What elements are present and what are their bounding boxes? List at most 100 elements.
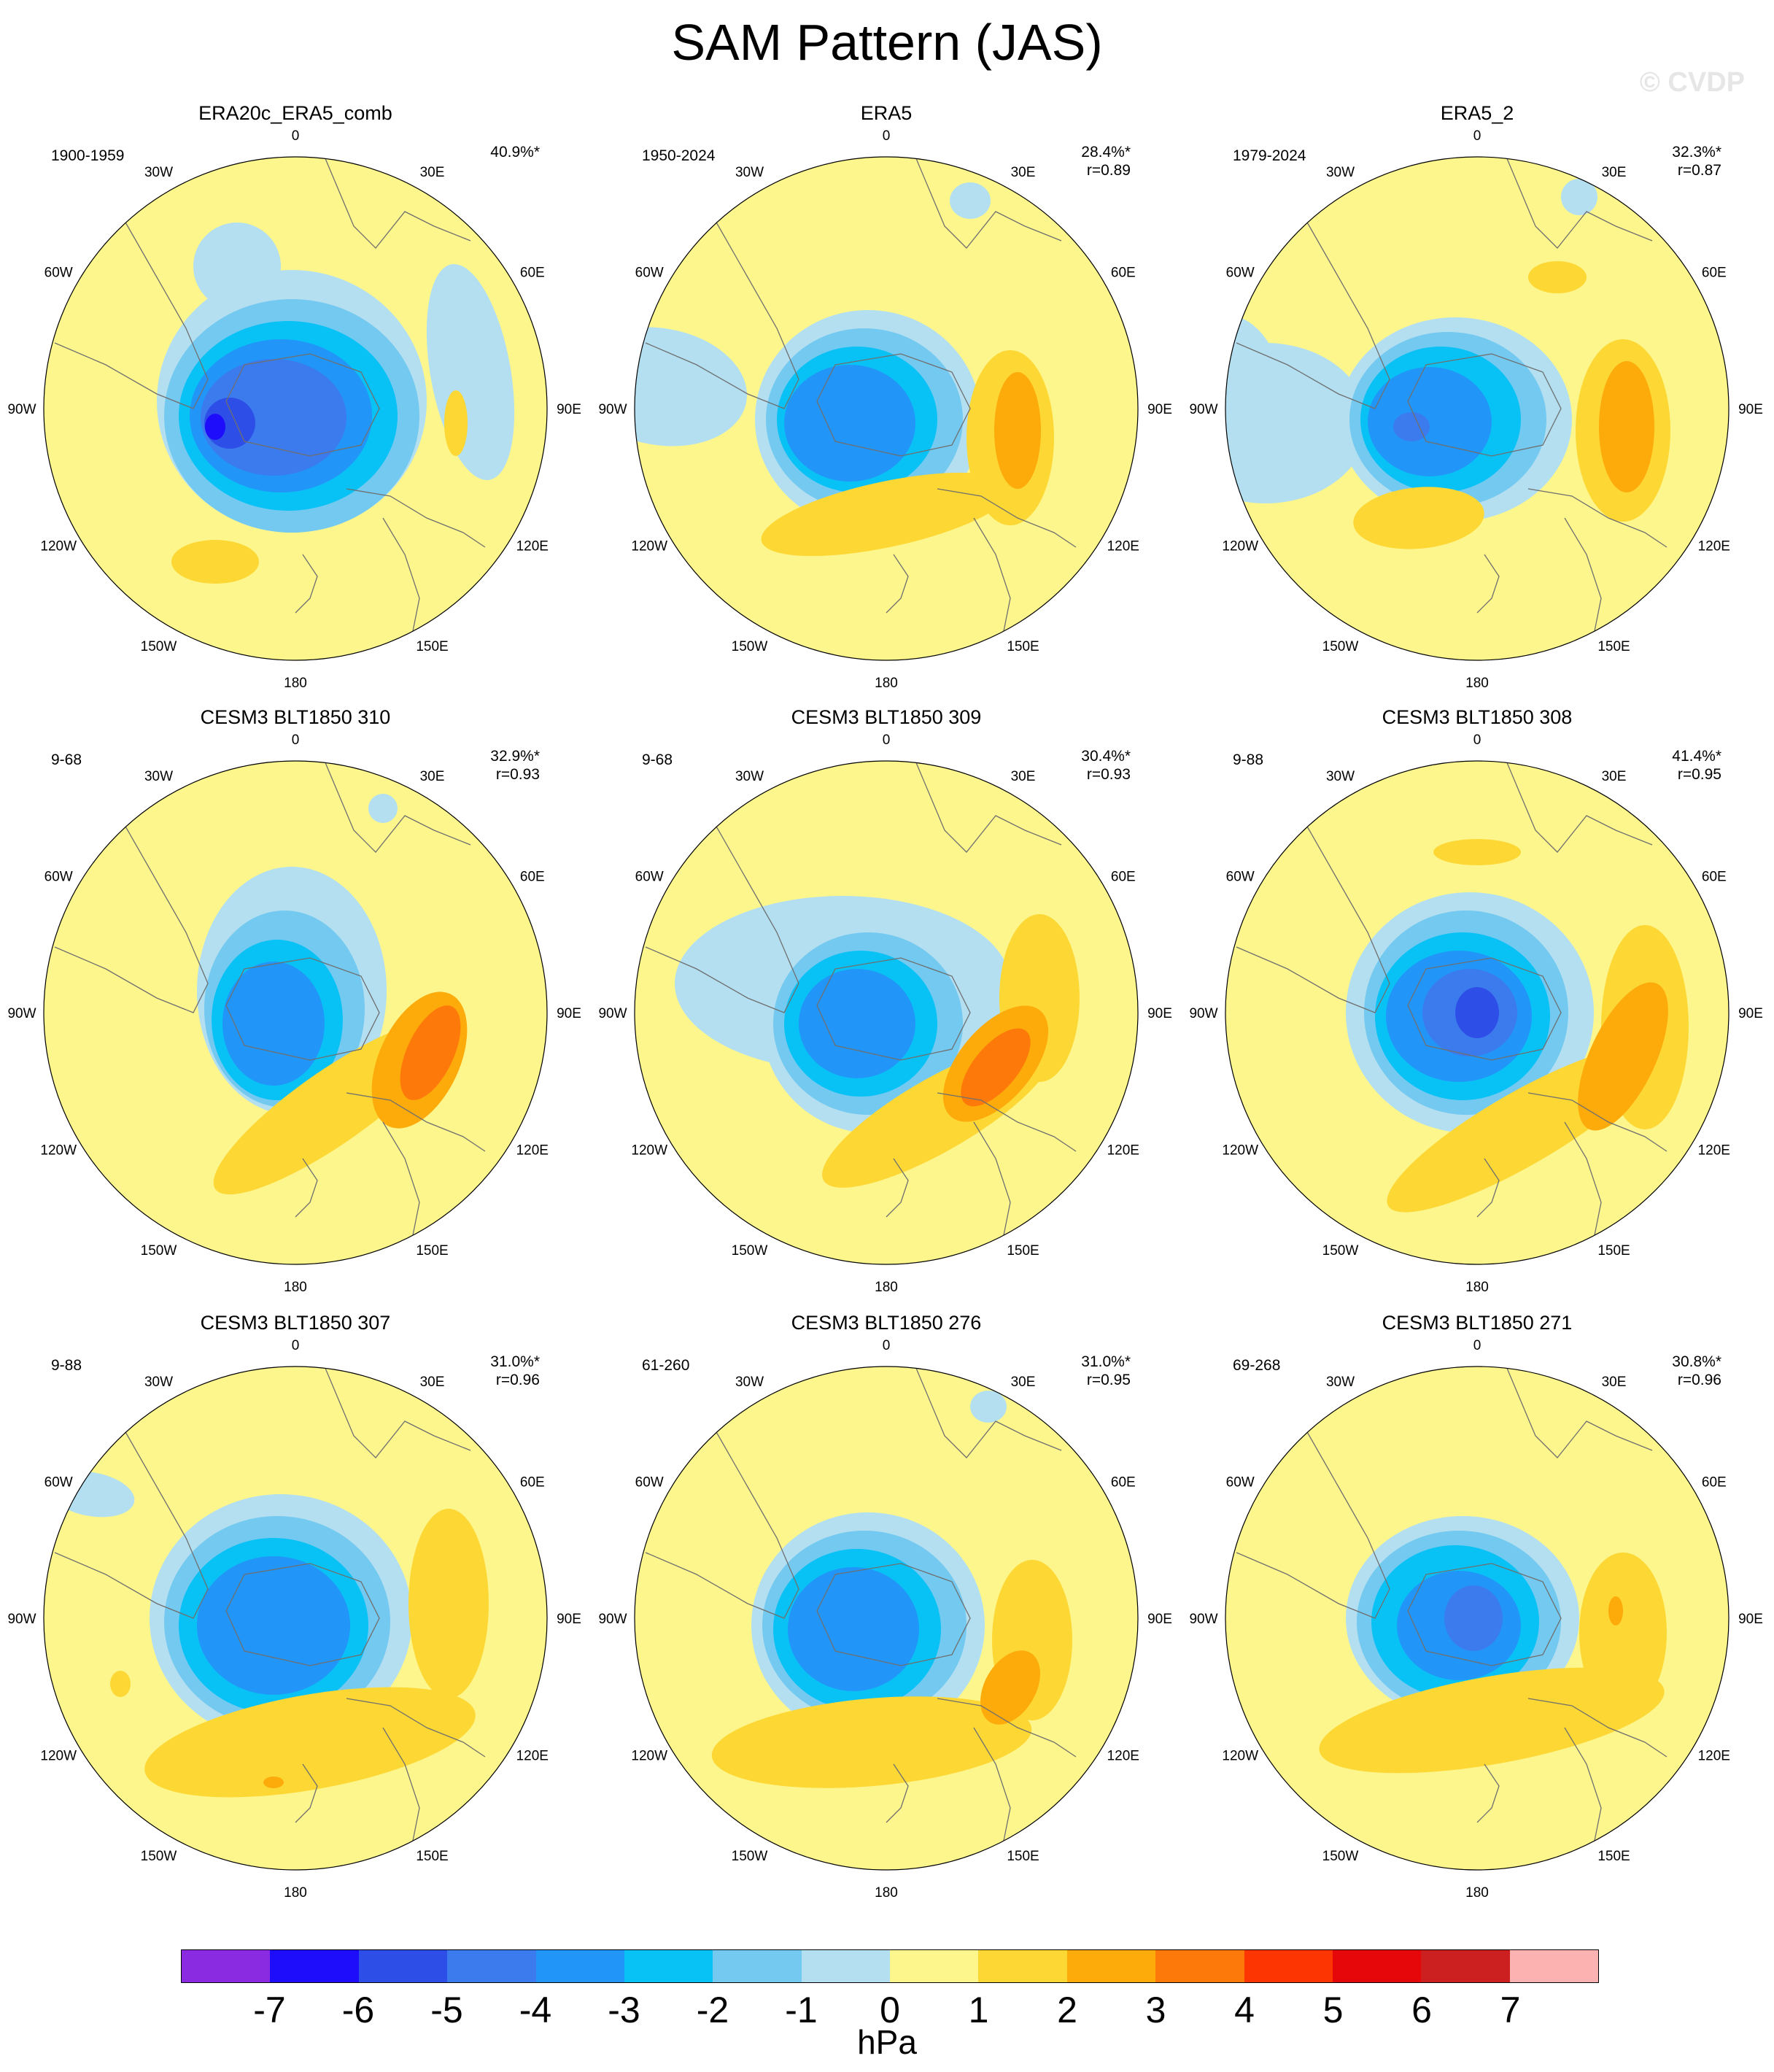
longitude-label: 60E [520, 870, 545, 885]
coastline [645, 189, 799, 409]
longitude-label: 120W [1222, 539, 1258, 554]
coastline [1407, 1563, 1562, 1666]
panel-title: CESM3 BLT1850 310 [200, 706, 391, 728]
coastline [346, 488, 486, 548]
longitude-label: 30W [735, 769, 764, 784]
longitude-label: 150E [416, 639, 448, 654]
coastline [1564, 517, 1602, 635]
colorbar-segment [801, 1950, 890, 1982]
longitude-label: 120E [1107, 1143, 1139, 1159]
coastline [1506, 1366, 1653, 1458]
longitude-label: 60W [1226, 1475, 1255, 1491]
colorbar-tick-label: 7 [1500, 1990, 1521, 2030]
contour-fill [110, 1671, 131, 1697]
longitude-label: 60E [520, 266, 545, 281]
map-panel: ERA20c_ERA5_comb 1900-1959 40.9%* 0 30E 60E 90… [0, 102, 591, 708]
polar-stereographic-map: 0 30E 60E 90E 120E 150E 180 150W 120W 90W 60W 30W [598, 732, 1171, 1295]
contour-fill [1579, 1553, 1667, 1713]
longitude-label: 120W [40, 1143, 77, 1159]
coastline [1564, 1727, 1602, 1845]
contour-fill [994, 372, 1041, 489]
longitude-label: 120E [1107, 539, 1139, 554]
contour-fill [635, 327, 747, 447]
longitude-label: 0 [1473, 1338, 1481, 1353]
coastline [382, 517, 420, 635]
colorbar-segment [1332, 1950, 1422, 1982]
contour-fill [711, 1696, 1032, 1788]
longitude-label: 0 [1473, 732, 1481, 748]
coastline [816, 353, 971, 457]
longitude-label: 30E [1011, 769, 1036, 784]
coastline [1527, 1698, 1668, 1758]
panel-title: CESM3 BLT1850 309 [791, 706, 982, 728]
coastline [225, 353, 380, 457]
longitude-label: 180 [1465, 676, 1489, 691]
map-border [43, 1366, 548, 1871]
longitude-label: 120E [516, 539, 549, 554]
longitude-label: 60W [635, 870, 664, 885]
longitude-label: 150W [1322, 1243, 1359, 1259]
coastline [1407, 353, 1562, 457]
colorbar-segment [890, 1950, 979, 1982]
coastline [382, 1121, 420, 1240]
polar-stereographic-map: 0 30E 60E 90E 120E 150E 180 150W 120W 90W 60W 30W [598, 128, 1171, 691]
coastline [54, 1399, 209, 1619]
map-border [634, 156, 1139, 661]
variance-percent: 31.0%* [1081, 1353, 1131, 1370]
contour-fill [1599, 361, 1654, 492]
longitude-label: 60W [44, 870, 73, 885]
longitude-label: 90E [1738, 1612, 1763, 1627]
colorbar-tick-label: 3 [1145, 1990, 1166, 2030]
longitude-label: 30E [420, 769, 445, 784]
longitude-label: 60E [520, 1475, 545, 1491]
panel-explained-variance: 30.4%* r=0.93 [1081, 747, 1131, 784]
colorbar-tick-label: -7 [253, 1990, 286, 2030]
variance-percent: 30.4%* [1081, 748, 1131, 765]
longitude-label: 60W [1226, 266, 1255, 281]
longitude-label: 150W [141, 1849, 177, 1864]
colorbar-units: hPa [857, 2023, 917, 2061]
longitude-label: 90W [598, 402, 627, 417]
variance-percent: 31.0%* [490, 1353, 540, 1370]
contour-fill [368, 794, 398, 823]
longitude-label: 90W [7, 402, 36, 417]
contour-fill [400, 1005, 461, 1100]
coastline [1476, 554, 1500, 614]
coastline [1527, 1092, 1668, 1152]
contour-fill [970, 1391, 1007, 1423]
colorbar-segment [624, 1950, 713, 1982]
polar-stereographic-map: 0 30E 60E 90E 120E 150E 180 150W 120W 90W 60W 30W [7, 128, 581, 691]
longitude-label: 0 [883, 732, 891, 748]
longitude-label: 90W [1189, 1006, 1217, 1021]
longitude-label: 90W [598, 1006, 627, 1021]
panel-title: CESM3 BLT1850 307 [200, 1312, 391, 1334]
longitude-label: 120E [1698, 539, 1730, 554]
panel-explained-variance: 41.4%* r=0.95 [1672, 747, 1721, 784]
map-border [1225, 156, 1730, 661]
longitude-label: 0 [883, 128, 891, 144]
longitude-label: 30W [1326, 165, 1355, 180]
colorbar-tick-label: -3 [608, 1990, 640, 2030]
longitude-label: 90E [557, 402, 581, 417]
colorbar-segment [713, 1950, 802, 1982]
longitude-label: 150E [1597, 1243, 1630, 1259]
panel-title: CESM3 BLT1850 276 [791, 1312, 982, 1334]
contour-fill [1528, 261, 1587, 293]
contour-fill [197, 1556, 350, 1695]
longitude-label: 60E [1702, 1475, 1727, 1491]
longitude-label: 180 [875, 1280, 898, 1295]
coastline [1476, 1763, 1500, 1823]
contour-fill [144, 1687, 476, 1798]
contour-fill [1608, 1596, 1623, 1625]
contour-fill [1393, 412, 1430, 441]
contour-fill [784, 365, 915, 482]
coastline [295, 1763, 318, 1823]
longitude-label: 90E [557, 1006, 581, 1021]
contour-fill [408, 1509, 489, 1698]
longitude-label: 180 [875, 676, 898, 691]
contour-fill [1455, 987, 1499, 1038]
coastline [54, 189, 209, 409]
colorbar-tick-label: 6 [1411, 1990, 1432, 2030]
longitude-label: 180 [1465, 1885, 1489, 1901]
